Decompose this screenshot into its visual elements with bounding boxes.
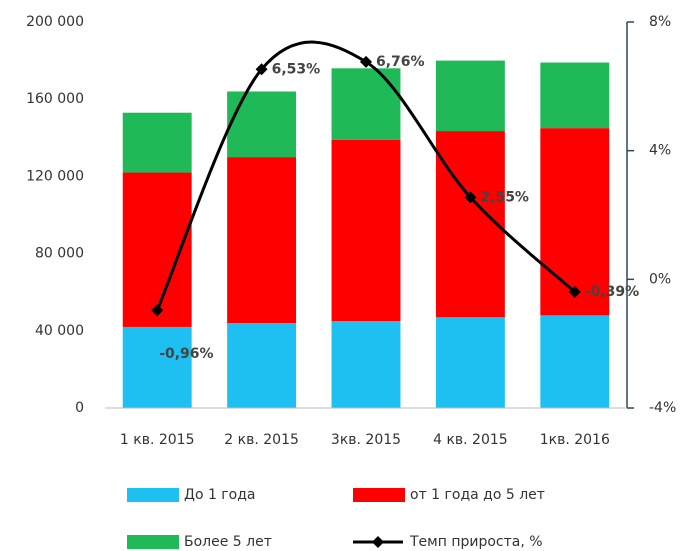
x-tick-label: 4 кв. 2015 bbox=[433, 432, 508, 448]
legend-label: Более 5 лет bbox=[184, 534, 272, 550]
legend-label: от 1 года до 5 лет bbox=[410, 487, 545, 503]
data-label: 6,53% bbox=[272, 61, 321, 77]
bar-segment bbox=[331, 139, 401, 322]
line-marker bbox=[360, 55, 372, 68]
bar-segment bbox=[540, 315, 610, 408]
x-tick-label: 1 кв. 2015 bbox=[120, 432, 195, 448]
y-tick-label: 200 000 bbox=[26, 14, 84, 30]
bar-segment bbox=[331, 321, 401, 408]
data-label: 2,55% bbox=[480, 189, 529, 205]
legend-swatch bbox=[127, 535, 179, 549]
y2-tick-label: 4% bbox=[649, 143, 671, 159]
line-marker bbox=[464, 191, 477, 204]
legend-label: Темп прироста, % bbox=[409, 534, 543, 550]
y-tick-label: 80 000 bbox=[35, 246, 84, 262]
x-tick-label: 2 кв. 2015 bbox=[224, 432, 299, 448]
bar-segment bbox=[227, 157, 297, 324]
bar-segment bbox=[540, 128, 610, 316]
legend-swatch bbox=[353, 488, 405, 502]
y2-tick-label: 8% bbox=[649, 14, 671, 30]
legend-label: До 1 года bbox=[184, 487, 256, 503]
bar-segment bbox=[227, 323, 297, 408]
data-label: -0,39% bbox=[585, 284, 639, 300]
y-tick-label: 120 000 bbox=[26, 168, 84, 184]
y-tick-label: 0 bbox=[75, 400, 84, 416]
legend-marker bbox=[372, 536, 384, 548]
y2-tick-label: 0% bbox=[649, 271, 671, 287]
line bbox=[155, 40, 576, 311]
legend-swatch bbox=[127, 488, 179, 502]
bar-segment bbox=[122, 112, 192, 173]
bar-segment bbox=[331, 68, 401, 140]
y-tick-label: 40 000 bbox=[35, 323, 84, 339]
y-tick-label: 160 000 bbox=[26, 91, 84, 107]
y2-tick-label: -4% bbox=[649, 400, 676, 416]
x-tick-label: 1кв. 2016 bbox=[540, 432, 610, 448]
line-marker bbox=[151, 304, 164, 317]
data-label: 6,76% bbox=[376, 54, 425, 70]
x-tick-label: 3кв. 2015 bbox=[331, 432, 401, 448]
line-marker bbox=[568, 285, 581, 298]
bar-segment bbox=[435, 317, 505, 408]
line-marker bbox=[255, 63, 268, 76]
bar-segment bbox=[227, 91, 297, 158]
bar-segment bbox=[122, 326, 192, 408]
bar-segment bbox=[435, 60, 505, 132]
bar-segment bbox=[435, 131, 505, 318]
bar-segment bbox=[540, 62, 610, 129]
data-label: -0,96% bbox=[159, 346, 213, 362]
